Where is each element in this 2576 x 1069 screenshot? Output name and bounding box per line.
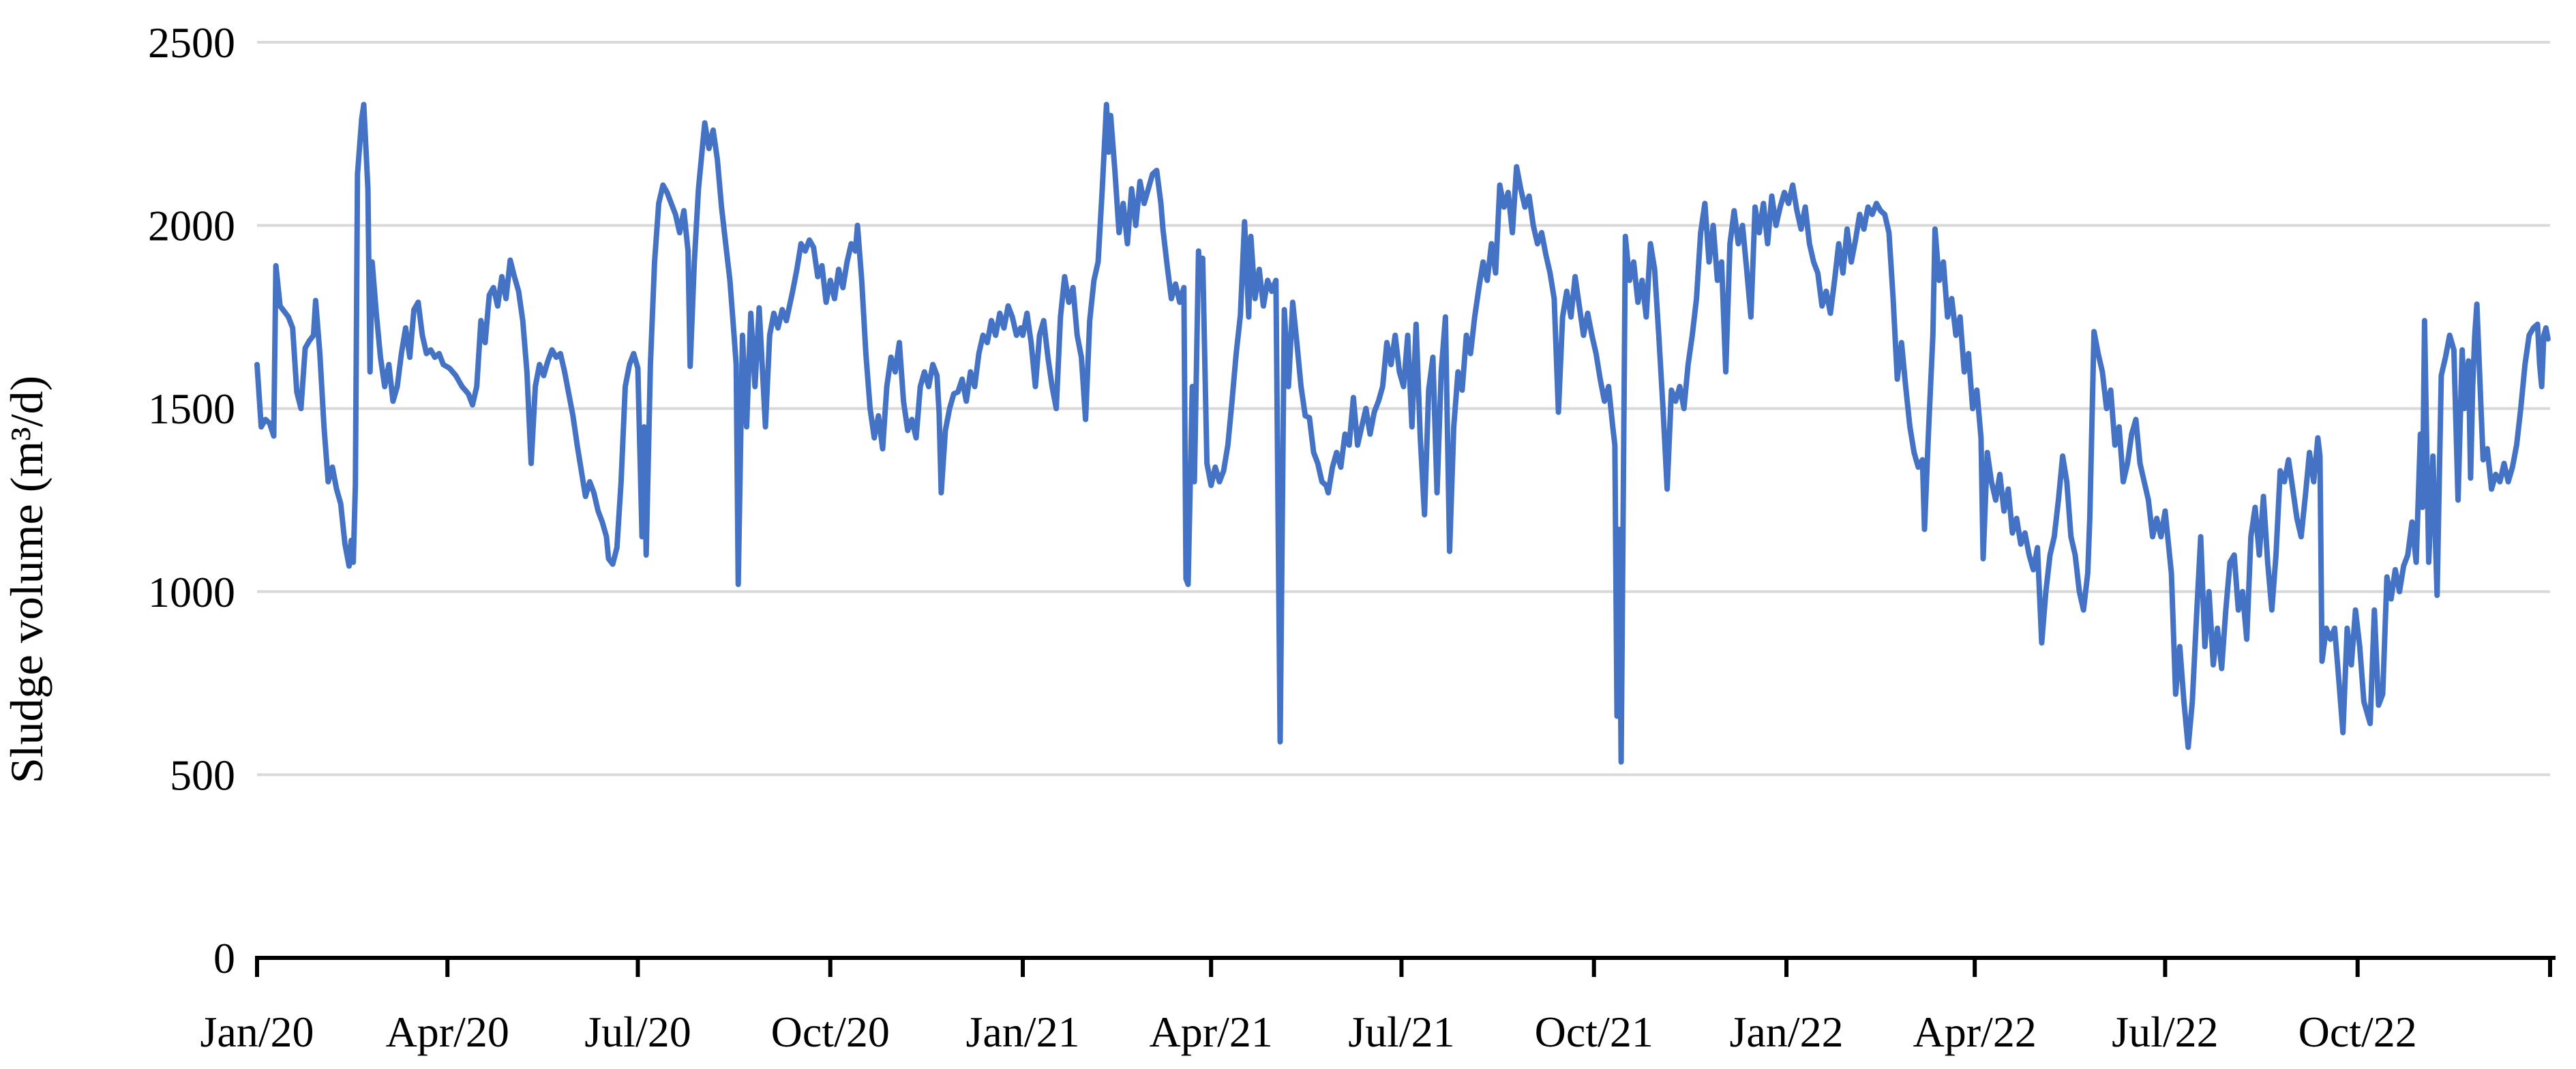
y-tick-label-0: 0 bbox=[213, 934, 235, 982]
x-tick-label: Jul/20 bbox=[584, 1008, 691, 1056]
x-tick-label: Apr/21 bbox=[1150, 1008, 1273, 1056]
x-tick-label: Jan/22 bbox=[1729, 1008, 1843, 1056]
x-tick-label: Jan/21 bbox=[965, 1008, 1079, 1056]
x-tick-label: Jan/20 bbox=[200, 1008, 314, 1056]
y-tick-label-1500: 1500 bbox=[148, 385, 235, 433]
y-tick-label-1000: 1000 bbox=[148, 568, 235, 616]
x-tick-label: Jul/21 bbox=[1348, 1008, 1454, 1056]
x-tick-label: Oct/20 bbox=[771, 1008, 890, 1056]
x-tick-label: Oct/21 bbox=[1535, 1008, 1653, 1056]
x-tick-label: Apr/20 bbox=[386, 1008, 509, 1056]
x-tick-label: Apr/22 bbox=[1913, 1008, 2037, 1056]
y-tick-label-2000: 2000 bbox=[148, 202, 235, 250]
x-axis bbox=[255, 956, 2556, 977]
y-axis-tick-labels: 0 500 1000 1500 2000 2500 bbox=[148, 18, 235, 982]
x-tick-label: Jul/22 bbox=[2112, 1008, 2218, 1056]
y-tick-label-500: 500 bbox=[170, 751, 235, 799]
x-tick-label: Oct/22 bbox=[2298, 1008, 2417, 1056]
series-line bbox=[254, 102, 2551, 765]
data-series bbox=[254, 102, 2551, 765]
y-tick-label-2500: 2500 bbox=[148, 18, 235, 67]
x-axis-tick-labels: Jan/20 Apr/20 Jul/20 Oct/20 Jan/21 Apr/21 Jul/… bbox=[200, 1008, 2416, 1056]
y-axis-title: Sludge volume (m³/d) bbox=[1, 376, 53, 783]
